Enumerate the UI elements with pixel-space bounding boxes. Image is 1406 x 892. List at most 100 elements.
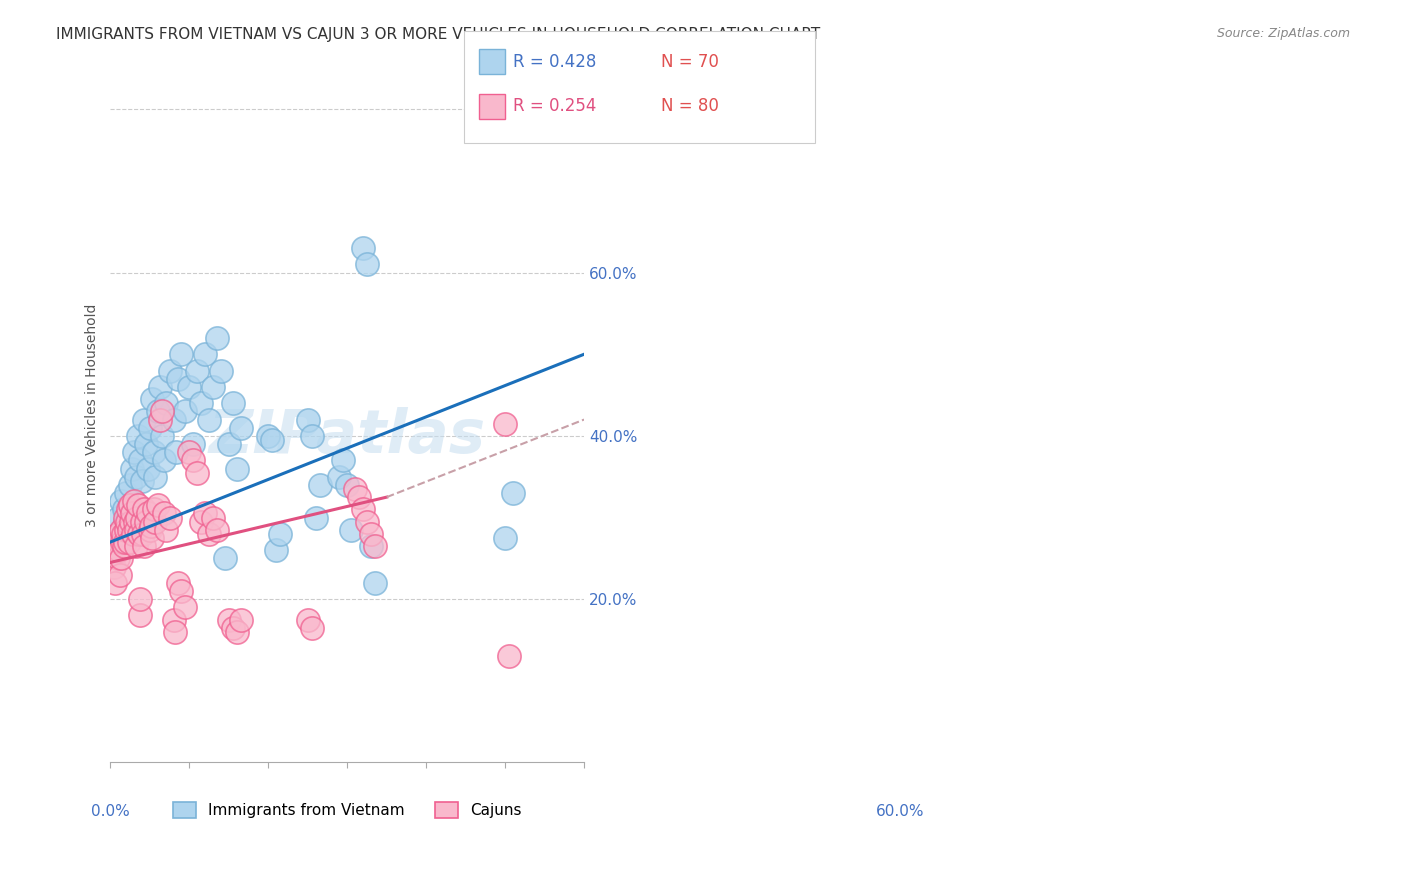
Point	[352, 502, 374, 516]
Point	[328, 469, 350, 483]
Text: IMMIGRANTS FROM VIETNAM VS CAJUN 3 OR MORE VEHICLES IN HOUSEHOLD CORRELATION CHA: IMMIGRANTS FROM VIETNAM VS CAJUN 3 OR MO…	[56, 27, 821, 42]
Point	[128, 453, 150, 467]
Point	[118, 535, 141, 549]
Text: R = 0.428: R = 0.428	[513, 53, 596, 70]
Point	[301, 621, 323, 635]
Point	[181, 453, 204, 467]
Point	[131, 515, 153, 529]
Point	[108, 567, 131, 582]
Point	[120, 515, 142, 529]
Point	[194, 347, 217, 361]
Point	[347, 490, 370, 504]
Point	[115, 523, 138, 537]
Point	[360, 526, 382, 541]
Point	[129, 592, 152, 607]
Point	[146, 404, 169, 418]
Point	[136, 507, 159, 521]
Point	[141, 392, 163, 406]
Point	[179, 380, 201, 394]
Point	[120, 478, 142, 492]
Point	[202, 510, 225, 524]
Point	[498, 649, 520, 664]
Point	[124, 469, 146, 483]
Point	[356, 257, 378, 271]
Point	[121, 502, 143, 516]
Point	[105, 539, 128, 553]
Point	[142, 445, 165, 459]
Point	[132, 412, 155, 426]
Point	[107, 510, 129, 524]
Point	[117, 523, 139, 537]
Point	[174, 600, 197, 615]
Point	[305, 510, 328, 524]
Point	[297, 613, 319, 627]
Point	[124, 539, 146, 553]
Point	[166, 575, 188, 590]
Point	[198, 412, 221, 426]
Point	[127, 510, 149, 524]
Point	[159, 363, 181, 377]
Point	[257, 429, 280, 443]
Point	[141, 518, 163, 533]
Point	[352, 241, 374, 255]
Point	[165, 445, 187, 459]
Point	[364, 539, 387, 553]
Point	[153, 507, 176, 521]
Point	[135, 437, 157, 451]
Point	[165, 624, 187, 639]
Point	[110, 494, 132, 508]
Point	[225, 624, 247, 639]
Point	[111, 523, 134, 537]
Point	[120, 498, 142, 512]
Point	[229, 613, 252, 627]
Point	[125, 510, 148, 524]
Point	[356, 515, 378, 529]
Point	[114, 515, 136, 529]
Text: N = 80: N = 80	[661, 97, 718, 115]
Text: Source: ZipAtlas.com: Source: ZipAtlas.com	[1216, 27, 1350, 40]
Point	[308, 478, 330, 492]
Point	[218, 613, 240, 627]
Point	[202, 380, 225, 394]
Point	[110, 551, 132, 566]
Point	[134, 539, 156, 553]
Point	[364, 575, 387, 590]
Point	[155, 523, 177, 537]
Point	[153, 453, 176, 467]
Text: ZIPatlas: ZIPatlas	[208, 407, 486, 466]
Point	[112, 526, 135, 541]
Point	[229, 421, 252, 435]
Point	[122, 494, 145, 508]
Point	[132, 526, 155, 541]
Point	[139, 421, 162, 435]
Point	[103, 547, 125, 561]
Point	[155, 396, 177, 410]
Point	[135, 515, 157, 529]
Point	[124, 515, 146, 529]
Text: N = 70: N = 70	[661, 53, 718, 70]
Point	[125, 523, 148, 537]
Text: 0.0%: 0.0%	[91, 804, 129, 819]
Point	[127, 498, 149, 512]
Point	[218, 437, 240, 451]
Point	[149, 412, 172, 426]
Point	[136, 461, 159, 475]
Point	[162, 613, 184, 627]
Point	[121, 507, 143, 521]
Point	[205, 331, 228, 345]
Point	[159, 510, 181, 524]
Point	[117, 510, 139, 524]
Point	[269, 526, 291, 541]
Point	[166, 372, 188, 386]
Point	[181, 437, 204, 451]
Point	[103, 559, 125, 574]
Point	[146, 498, 169, 512]
Point	[179, 445, 201, 459]
Point	[190, 396, 212, 410]
Point	[128, 608, 150, 623]
Point	[264, 543, 287, 558]
Point	[132, 502, 155, 516]
Point	[344, 482, 367, 496]
Point	[222, 396, 245, 410]
Point	[112, 539, 135, 553]
